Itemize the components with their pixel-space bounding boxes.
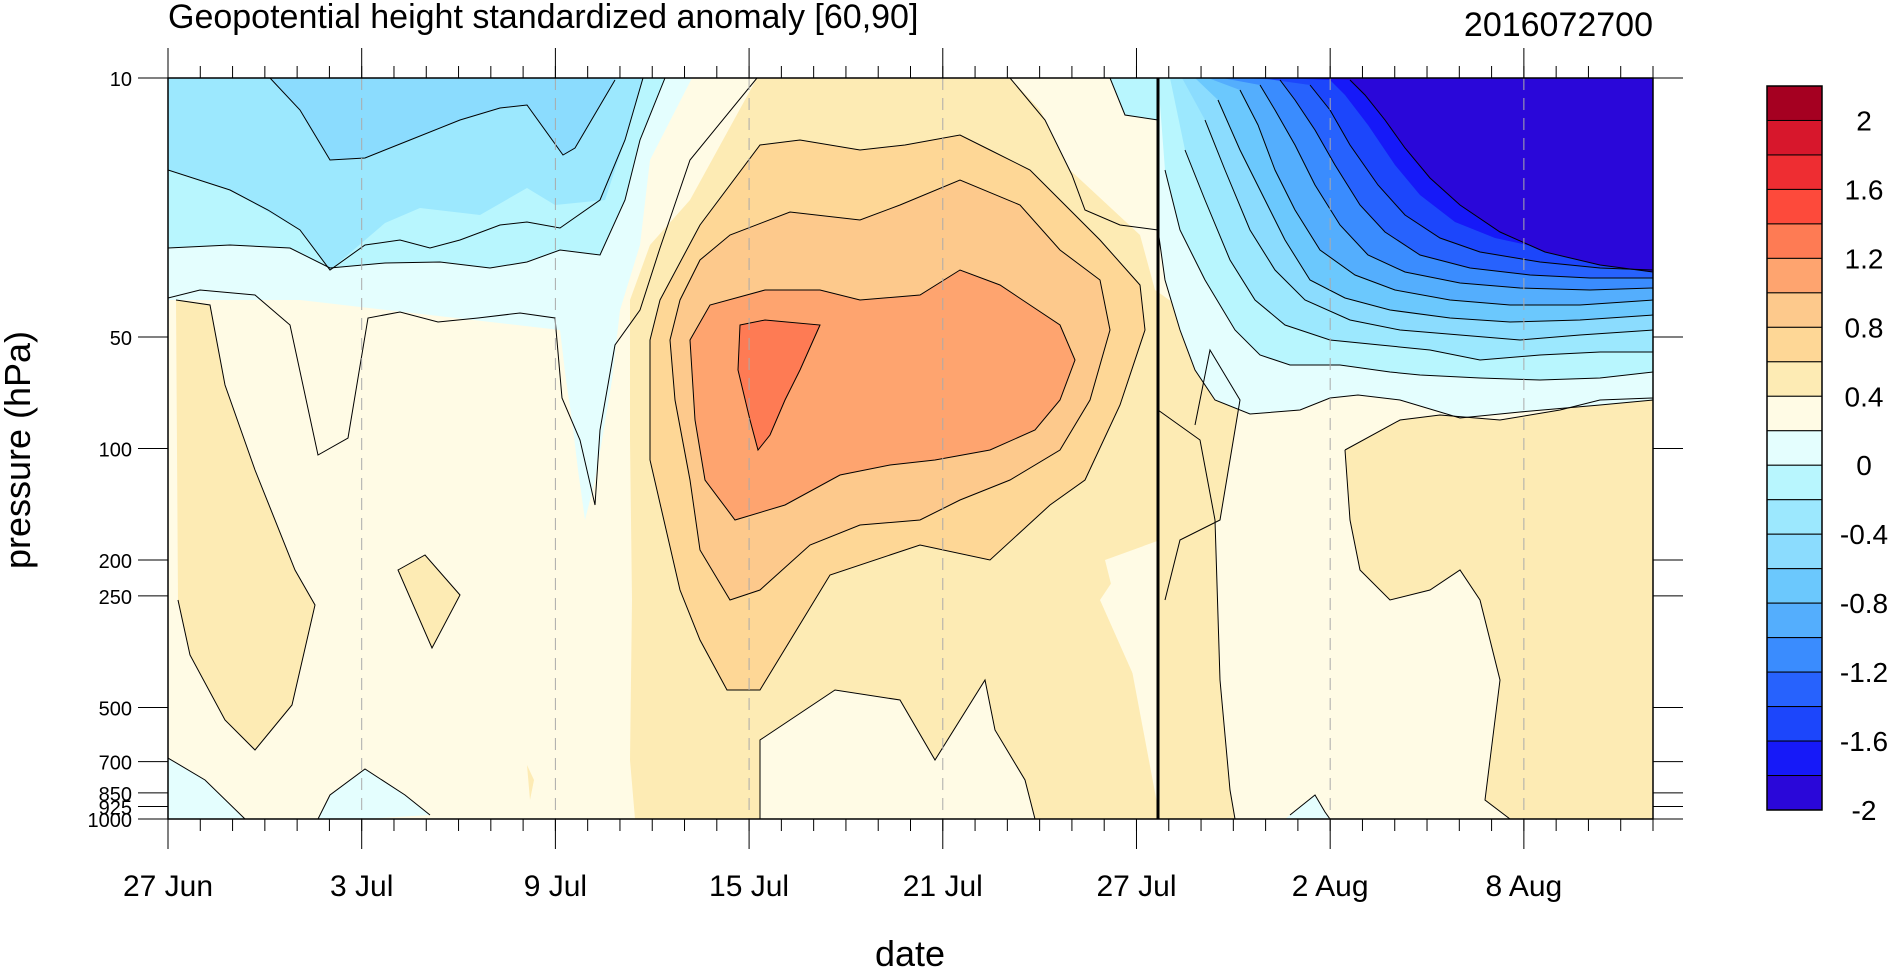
colorbar-swatch — [1766, 395, 1823, 432]
y-tick-label: 1000 — [88, 810, 133, 832]
colorbar-swatch — [1766, 740, 1823, 777]
colorbar-swatch — [1766, 464, 1823, 501]
x-axis-labels: 27 Jun 3 Jul 9 Jul 15 Jul 21 Jul 27 Jul 2 Aug 8… — [123, 870, 1562, 903]
x-tick-label: 27 Jul — [1096, 870, 1176, 903]
colorbar-swatch — [1766, 292, 1823, 328]
x-tick-label: 15 Jul — [709, 870, 789, 903]
colorbar-swatch — [1766, 257, 1823, 294]
x-tick-label: 8 Aug — [1485, 870, 1562, 903]
y-tick-label: 100 — [99, 440, 132, 462]
y-tick-label: 700 — [99, 753, 132, 775]
y-tick-label: 10 — [110, 69, 132, 91]
colorbar-swatch — [1766, 119, 1823, 156]
colorbar — [1766, 85, 1823, 811]
y-axis-title: pressure (hPa) — [0, 331, 38, 569]
y-tick-label: 200 — [99, 551, 132, 573]
colorbar-label: 0.8 — [1845, 312, 1884, 343]
colorbar-label: 2 — [1856, 105, 1872, 136]
colorbar-frame — [1766, 85, 1823, 811]
colorbar-swatch — [1766, 223, 1823, 259]
y-tick-label: 50 — [110, 328, 132, 350]
y-axis-ticks — [138, 77, 1683, 820]
colorbar-swatch — [1766, 430, 1823, 466]
colorbar-swatch — [1766, 568, 1823, 604]
colorbar-label: 0 — [1856, 450, 1872, 481]
contour-field — [168, 78, 1653, 819]
colorbar-swatch — [1766, 533, 1823, 570]
colorbar-label: 1.6 — [1845, 174, 1884, 205]
date-grid-lines — [168, 78, 1525, 819]
x-axis-title: date — [875, 933, 945, 969]
colorbar-swatch — [1766, 154, 1823, 190]
x-axis-ticks — [167, 48, 1654, 849]
colorbar-label: 0.4 — [1845, 381, 1884, 412]
colorbar-swatch — [1766, 326, 1823, 363]
colorbar-label: 1.2 — [1845, 243, 1884, 274]
y-tick-label: 250 — [99, 587, 132, 609]
colorbar-swatch — [1766, 706, 1823, 742]
colorbar-swatch — [1766, 602, 1823, 639]
y-tick-label: 925 — [99, 797, 132, 819]
chart-title: Geopotential height standardized anomaly… — [168, 0, 918, 36]
colorbar-label: -1.6 — [1840, 726, 1888, 757]
x-tick-label: 3 Jul — [330, 870, 393, 903]
colorbar-swatch — [1766, 671, 1823, 708]
colorbar-swatch — [1766, 361, 1823, 397]
colorbar-label: -1.2 — [1840, 657, 1888, 688]
x-tick-label: 9 Jul — [524, 870, 587, 903]
x-tick-label: 2 Aug — [1292, 870, 1369, 903]
colorbar-swatch — [1766, 775, 1823, 811]
colorbar-swatch — [1766, 85, 1823, 121]
colorbar-swatch — [1766, 499, 1823, 535]
x-tick-label: 21 Jul — [903, 870, 983, 903]
colorbar-label: -0.4 — [1840, 519, 1888, 550]
colorbar-swatch — [1766, 637, 1823, 673]
y-tick-label: 850 — [99, 784, 132, 806]
x-tick-label: 27 Jun — [123, 870, 213, 903]
colorbar-label: -0.8 — [1840, 588, 1888, 619]
colorbar-label: -2 — [1852, 795, 1877, 826]
colorbar-swatch — [1766, 188, 1823, 225]
y-tick-label: 500 — [99, 698, 132, 720]
colorbar-labels: 2 1.6 1.2 0.8 0.4 0 -0.4 -0.8 -1.2 -1.6 -2 — [1840, 105, 1888, 826]
chart-date-stamp: 2016072700 — [1464, 6, 1653, 44]
